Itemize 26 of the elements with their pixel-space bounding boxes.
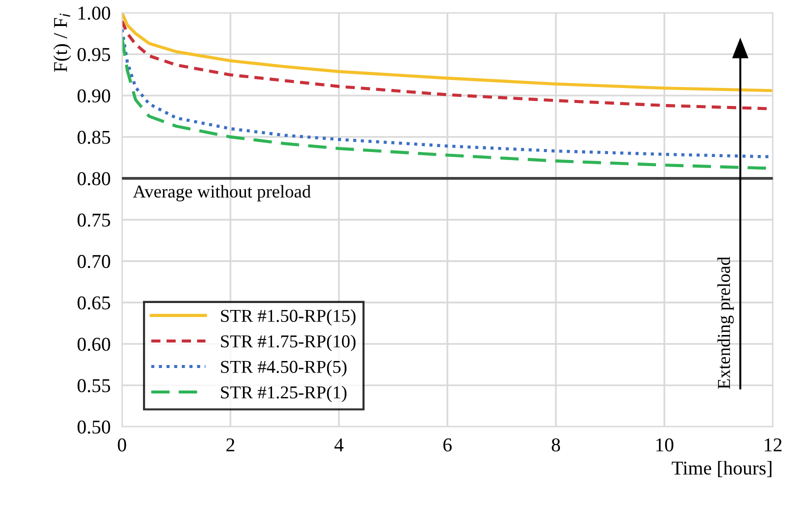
y-tick-label: 0.85 — [78, 130, 110, 144]
x-tick-label: 12 — [764, 438, 782, 452]
annotation: Extending preload — [717, 256, 734, 389]
legend-label: STR #1.75-RP(10) — [221, 334, 356, 352]
y-tick-label: 0.95 — [78, 48, 110, 62]
x-tick-label: 8 — [552, 438, 560, 452]
ref-line-label: Average without preload — [133, 184, 311, 202]
x-tick-label: 10 — [656, 438, 674, 452]
x-axis-title: Time [hours] — [672, 460, 772, 478]
y-tick-label: 0.90 — [78, 89, 110, 103]
y-tick-label: 0.50 — [78, 420, 110, 434]
x-tick-label: 4 — [334, 438, 344, 452]
x-tick-label: 2 — [226, 438, 234, 452]
y-tick-label: 0.75 — [78, 214, 110, 227]
x-tick-label: 6 — [443, 438, 452, 452]
y-axis-title: F(t) / F$_{i}$ — [53, 13, 72, 72]
y-tick-label: 0.60 — [78, 338, 110, 351]
legend-label: STR #4.50-RP(5) — [221, 360, 346, 377]
y-tick-label: 0.80 — [78, 172, 110, 186]
legend-label: STR #1.25-RP(1) — [221, 386, 346, 402]
legend-label: STR #1.50-RP(15) — [221, 309, 356, 326]
y-tick-label: 1.00 — [78, 6, 110, 20]
y-tick-label: 0.70 — [78, 254, 110, 268]
y-tick-label: 0.55 — [78, 379, 110, 392]
x-tick-label: 0 — [118, 438, 126, 452]
y-tick-label: 0.65 — [78, 296, 110, 310]
